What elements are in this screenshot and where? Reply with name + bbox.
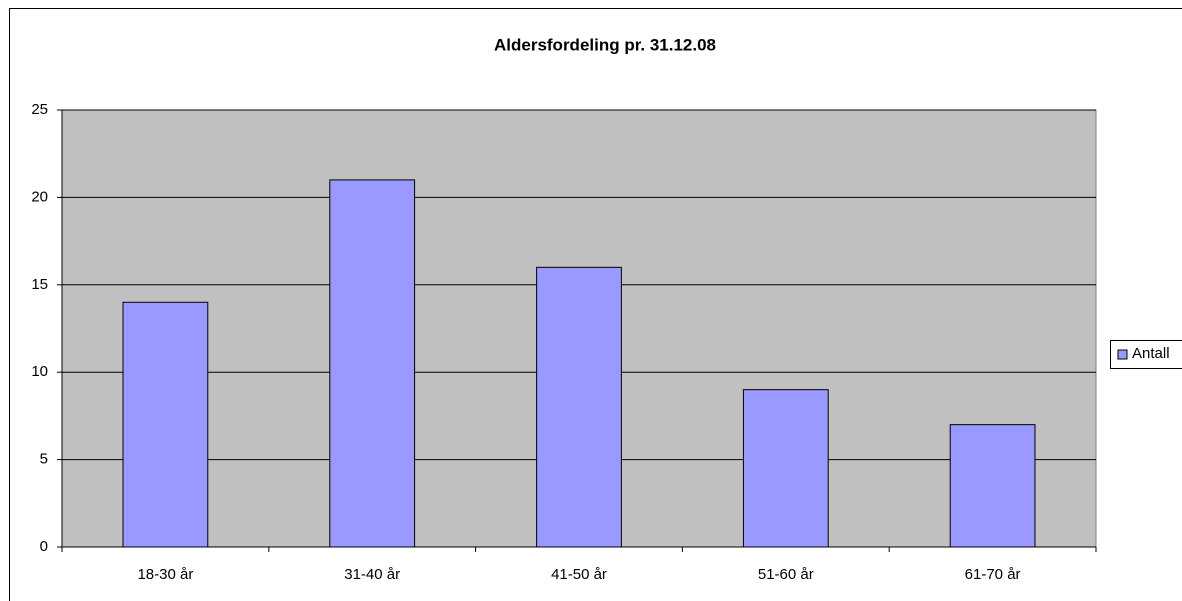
chart-title: Aldersfordeling pr. 31.12.08 [494, 35, 716, 54]
y-tick-label: 20 [31, 188, 48, 205]
y-tick-label: 5 [40, 451, 48, 468]
x-tick-label: 31-40 år [344, 566, 400, 583]
y-tick-label: 15 [31, 276, 48, 293]
legend-swatch [1117, 349, 1128, 360]
y-tick-label: 0 [40, 538, 48, 555]
x-tick-label: 61-70 år [965, 566, 1021, 583]
x-tick-label: 51-60 år [758, 566, 814, 583]
legend-label: Antall [1132, 345, 1170, 362]
bar [949, 424, 1036, 548]
x-tick-label: 41-50 år [551, 566, 607, 583]
bar [122, 301, 209, 548]
y-tick-label: 10 [31, 363, 48, 380]
bar [742, 389, 829, 548]
y-tick-label: 25 [31, 101, 48, 118]
x-tick-label: 18-30 år [137, 566, 193, 583]
bar [329, 179, 416, 548]
bar [536, 266, 622, 548]
